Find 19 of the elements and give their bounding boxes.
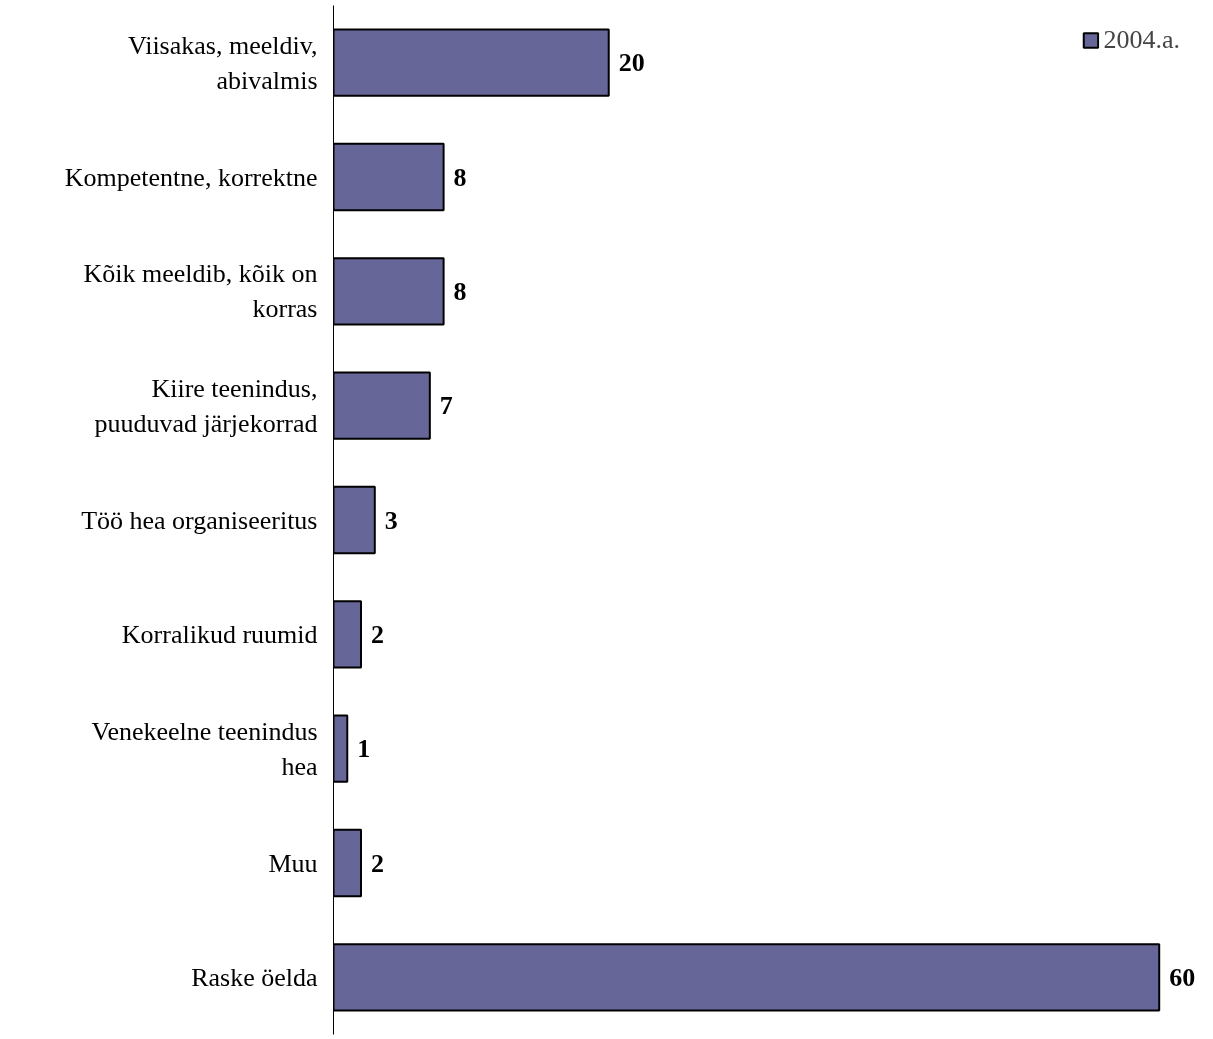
y-tick-label: Korralikud ruumid — [121, 619, 318, 649]
y-tick-label: Töö hea organiseeritus — [81, 505, 318, 535]
data-label: 2 — [371, 619, 385, 649]
legend-label: 2004.a. — [1103, 25, 1180, 55]
data-label: 7 — [439, 391, 453, 421]
data-label: 20 — [618, 48, 645, 78]
data-label: 2 — [371, 848, 385, 878]
y-tick-label: Kõik meeldib, kõik on korras — [83, 259, 318, 324]
data-label: 1 — [357, 734, 371, 764]
y-tick-label: Muu — [268, 848, 318, 878]
y-tick-label: Viisakas, meeldiv, abivalmis — [127, 30, 318, 95]
data-label: 8 — [453, 276, 467, 306]
y-tick-label: Kompetentne, korrektne — [64, 162, 318, 192]
data-label: 60 — [1169, 962, 1196, 992]
y-tick-label: Kiire teenindus, puuduvad järjekorrad — [94, 373, 318, 438]
data-label: 8 — [453, 162, 467, 192]
y-tick-label: Venekeelne teenindus hea — [91, 716, 318, 781]
data-label: 3 — [384, 505, 398, 535]
y-tick-label: Raske öelda — [191, 962, 318, 992]
